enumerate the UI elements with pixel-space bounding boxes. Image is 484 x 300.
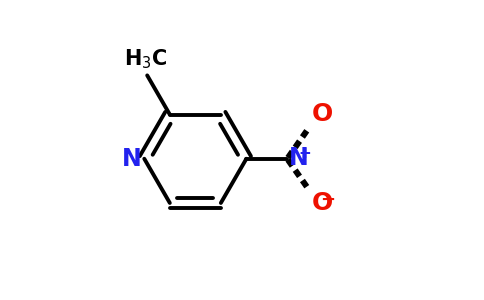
Text: N: N [121,147,141,171]
Text: O: O [312,102,333,126]
Text: O: O [312,191,333,215]
Text: +: + [298,146,311,161]
Text: N: N [289,146,309,170]
Text: H$_3$C: H$_3$C [124,47,167,71]
Text: −: − [320,191,335,209]
